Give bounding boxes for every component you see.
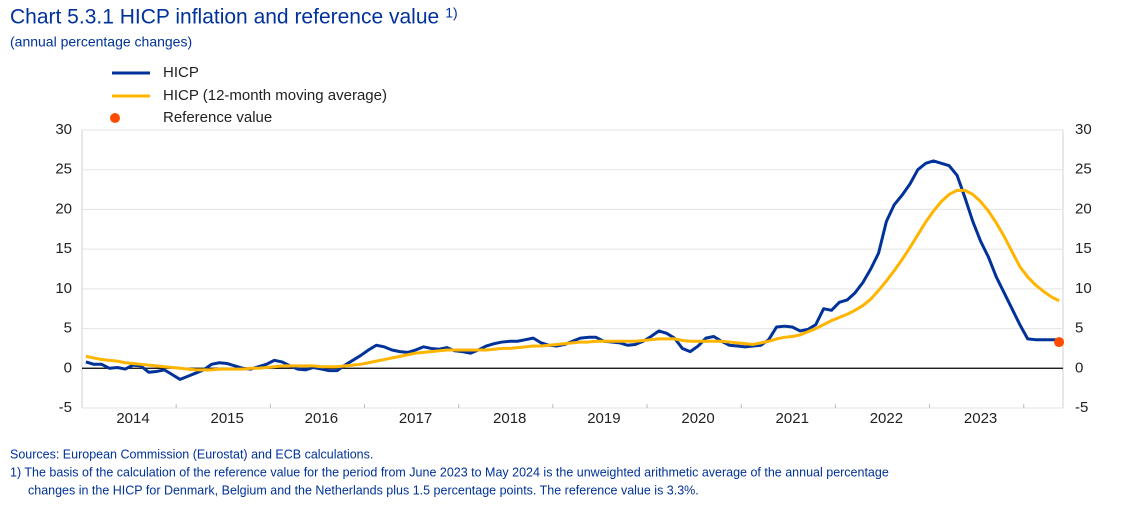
y-tick-label: 25 — [55, 161, 72, 178]
y-tick-label: 15 — [55, 240, 72, 257]
y2-tick-label: 25 — [1075, 161, 1092, 178]
x-tick-label: 2021 — [776, 410, 809, 427]
sources: Sources: European Commission (Eurostat) … — [10, 447, 373, 461]
x-tick-label: 2022 — [870, 410, 903, 427]
y2-tick-label: 5 — [1075, 320, 1083, 337]
legend-label: HICP — [163, 64, 199, 81]
y2-tick-label: 0 — [1075, 359, 1083, 376]
chart-title: Chart 5.3.1 HICP inflation and reference… — [10, 6, 439, 29]
series-line — [85, 188, 1060, 372]
subtitle: (annual percentage changes) — [10, 34, 192, 50]
series-line — [85, 159, 1060, 381]
legend-label: Reference value — [163, 109, 272, 126]
y2-tick-label: 15 — [1075, 240, 1092, 257]
note: 1) The basis of the calculation of the r… — [10, 465, 889, 479]
x-tick-label: 2018 — [493, 410, 526, 427]
x-tick-label: 2015 — [211, 410, 244, 427]
x-tick-label: 2023 — [964, 410, 997, 427]
y2-tick-label: 30 — [1075, 121, 1092, 138]
y-tick-label: 0 — [64, 359, 72, 376]
note: changes in the HICP for Denmark, Belgium… — [28, 483, 699, 497]
title-note: 1) — [445, 5, 457, 21]
y-tick-label: 30 — [55, 121, 72, 138]
x-tick-label: 2017 — [399, 410, 432, 427]
y2-tick-label: -5 — [1075, 399, 1088, 416]
reference-dot — [1054, 337, 1065, 348]
y2-tick-label: 10 — [1075, 280, 1092, 297]
x-tick-label: 2014 — [116, 410, 149, 427]
x-tick-label: 2016 — [305, 410, 338, 427]
legend-label: HICP (12-month moving average) — [163, 87, 387, 104]
y-tick-label: 10 — [55, 280, 72, 297]
y2-tick-label: 20 — [1075, 200, 1092, 217]
y-tick-label: 20 — [55, 200, 72, 217]
y-tick-label: 5 — [64, 320, 72, 337]
legend-swatch — [110, 113, 120, 123]
x-tick-label: 2020 — [681, 410, 714, 427]
x-tick-label: 2019 — [587, 410, 620, 427]
y-tick-label: -5 — [59, 399, 72, 416]
